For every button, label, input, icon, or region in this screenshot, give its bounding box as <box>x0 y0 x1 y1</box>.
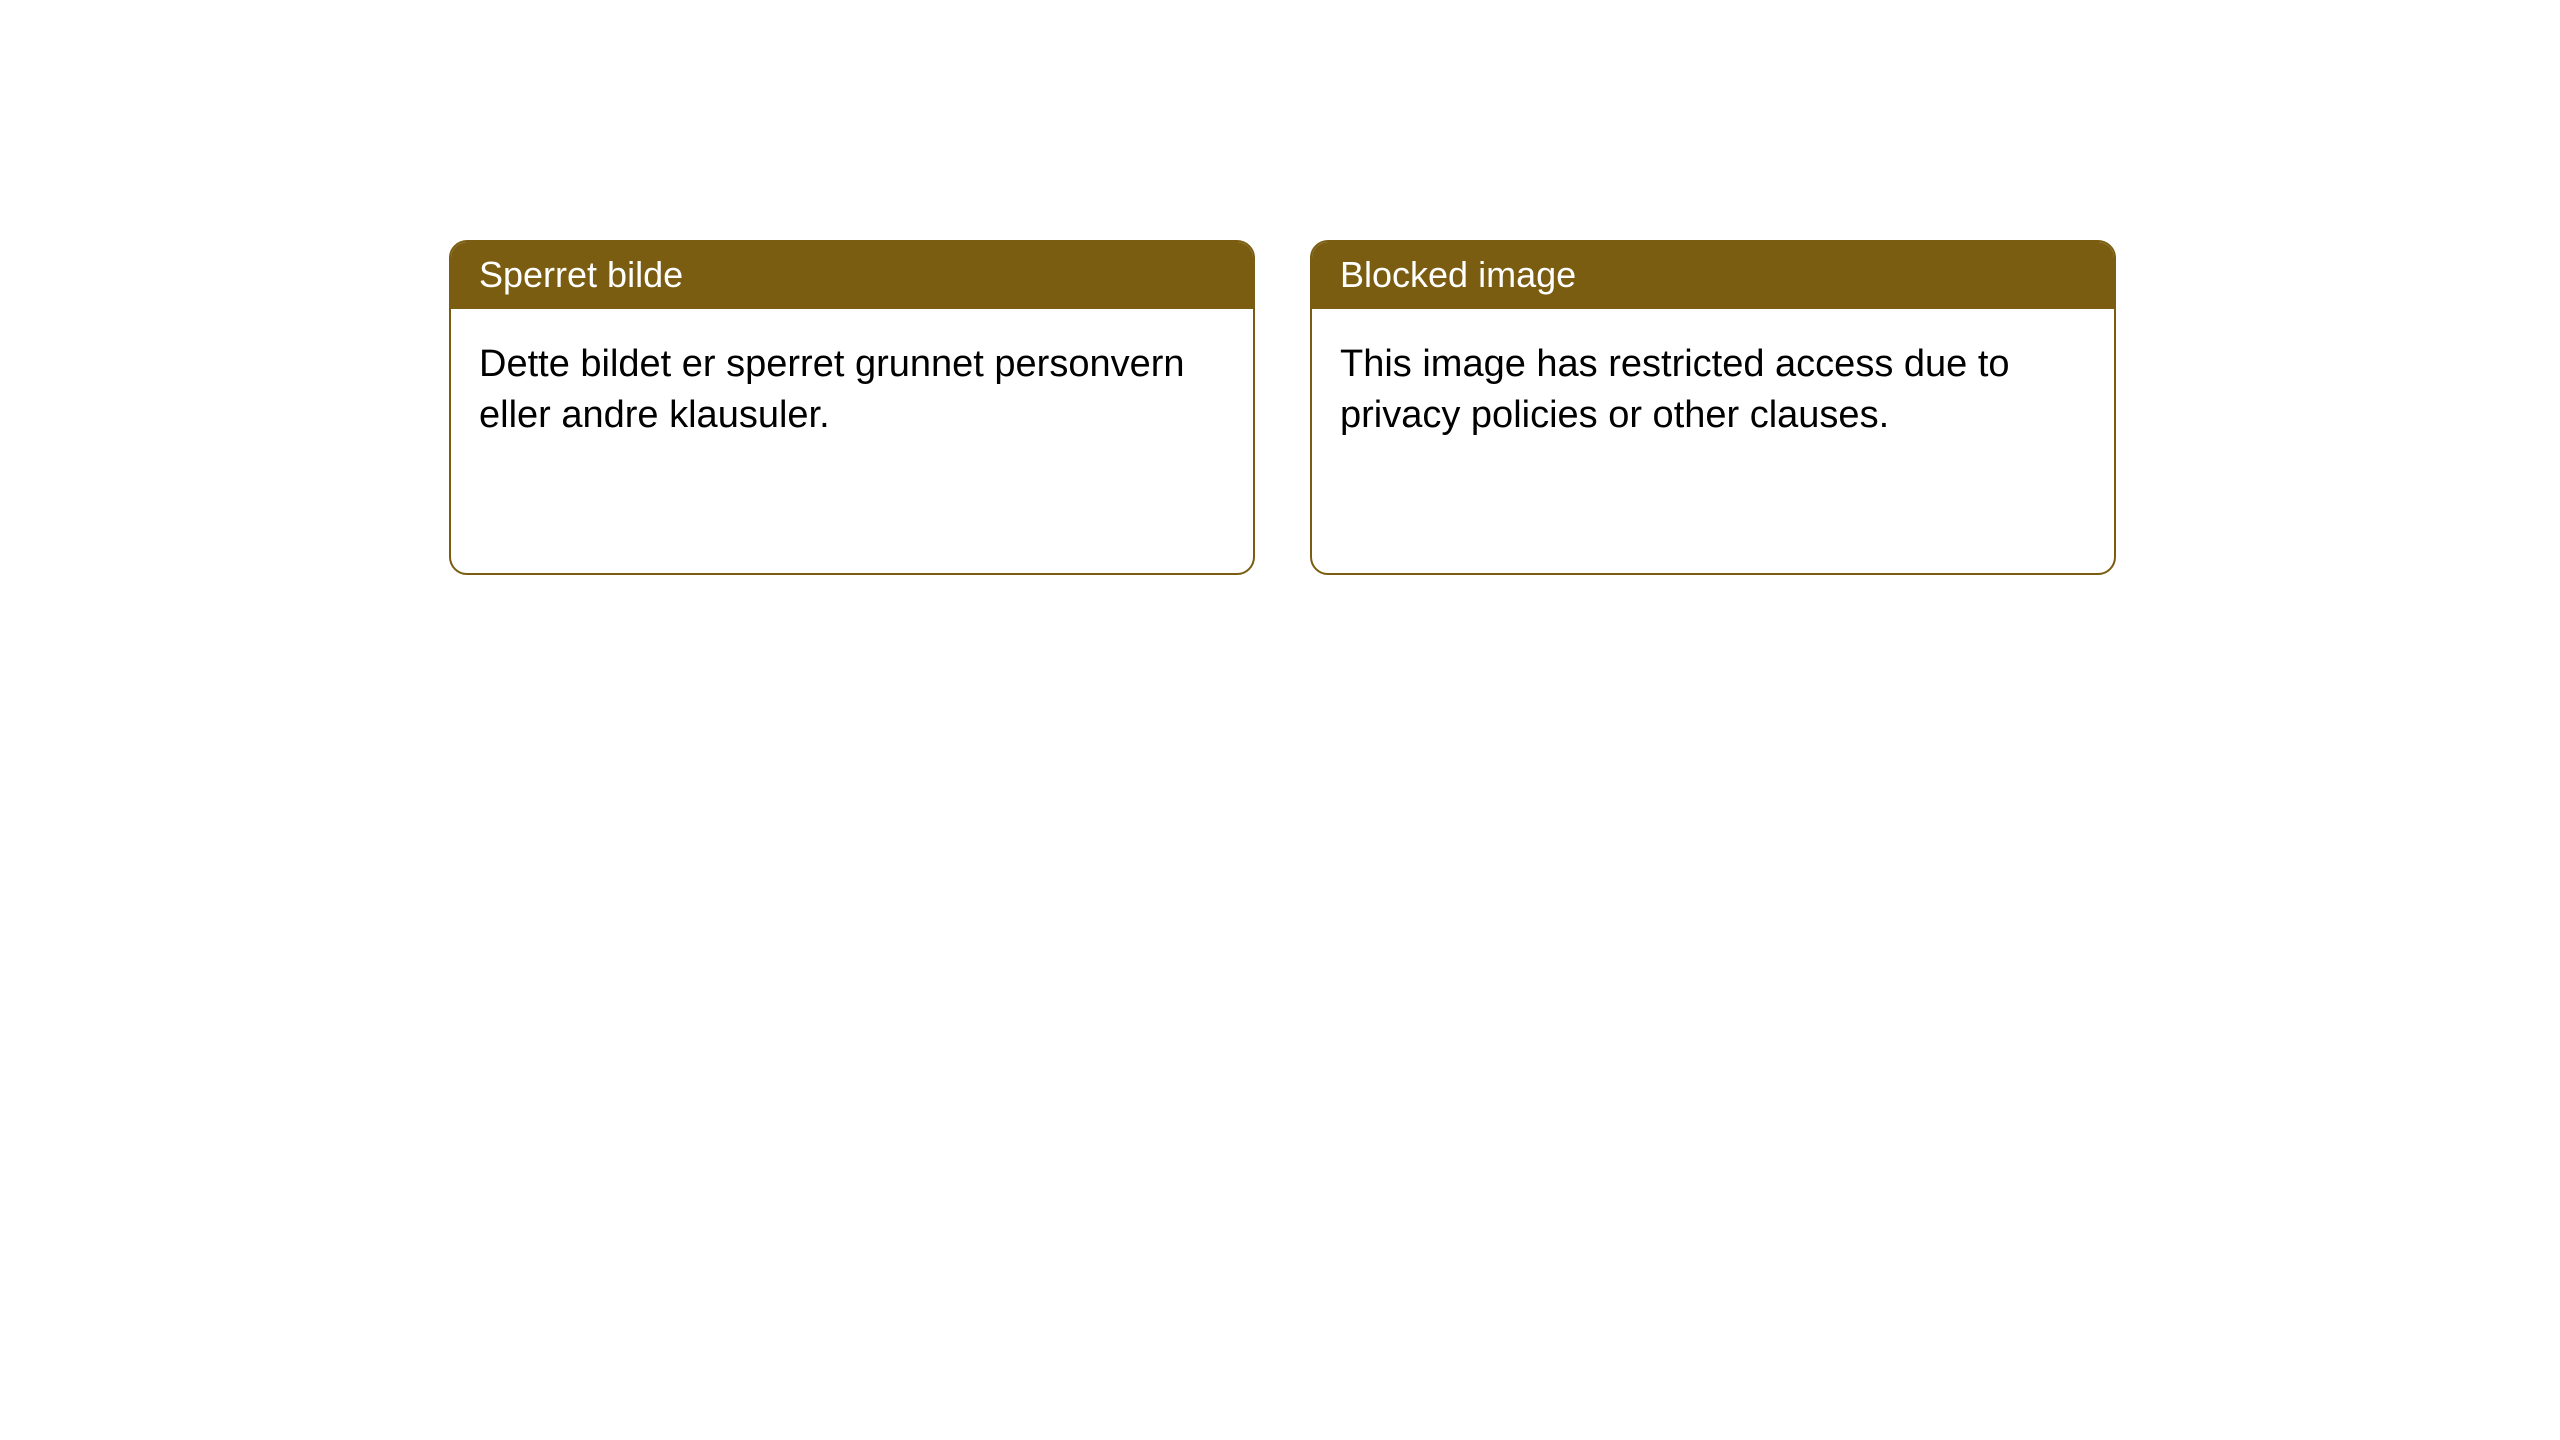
notice-container: Sperret bilde Dette bildet er sperret gr… <box>0 0 2560 575</box>
card-title: Blocked image <box>1312 242 2114 309</box>
card-body: This image has restricted access due to … <box>1312 309 2114 472</box>
notice-card-english: Blocked image This image has restricted … <box>1310 240 2116 575</box>
notice-card-norwegian: Sperret bilde Dette bildet er sperret gr… <box>449 240 1255 575</box>
card-title: Sperret bilde <box>451 242 1253 309</box>
card-body: Dette bildet er sperret grunnet personve… <box>451 309 1253 472</box>
